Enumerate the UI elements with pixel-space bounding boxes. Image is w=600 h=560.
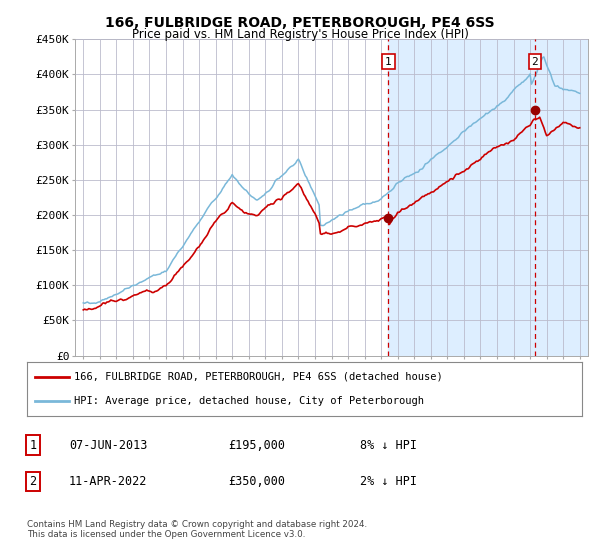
Text: 2: 2 bbox=[29, 475, 37, 488]
Text: 2% ↓ HPI: 2% ↓ HPI bbox=[360, 475, 417, 488]
Text: 07-JUN-2013: 07-JUN-2013 bbox=[69, 438, 148, 452]
Text: HPI: Average price, detached house, City of Peterborough: HPI: Average price, detached house, City… bbox=[74, 396, 424, 406]
Text: 1: 1 bbox=[29, 438, 37, 452]
Text: Price paid vs. HM Land Registry's House Price Index (HPI): Price paid vs. HM Land Registry's House … bbox=[131, 28, 469, 41]
Text: 1: 1 bbox=[385, 57, 392, 67]
Text: 166, FULBRIDGE ROAD, PETERBOROUGH, PE4 6SS: 166, FULBRIDGE ROAD, PETERBOROUGH, PE4 6… bbox=[105, 16, 495, 30]
Text: 166, FULBRIDGE ROAD, PETERBOROUGH, PE4 6SS (detached house): 166, FULBRIDGE ROAD, PETERBOROUGH, PE4 6… bbox=[74, 372, 443, 382]
Text: Contains HM Land Registry data © Crown copyright and database right 2024.
This d: Contains HM Land Registry data © Crown c… bbox=[27, 520, 367, 539]
Text: £350,000: £350,000 bbox=[228, 475, 285, 488]
Text: 2: 2 bbox=[532, 57, 538, 67]
Text: 8% ↓ HPI: 8% ↓ HPI bbox=[360, 438, 417, 452]
Bar bbox=[388, 39, 596, 356]
Text: £195,000: £195,000 bbox=[228, 438, 285, 452]
Text: 11-APR-2022: 11-APR-2022 bbox=[69, 475, 148, 488]
